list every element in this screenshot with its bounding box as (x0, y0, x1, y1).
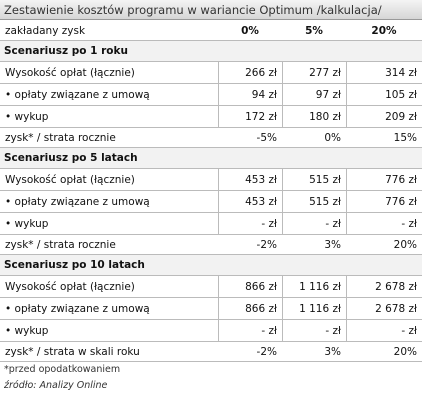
value-cell: 0% (241, 24, 259, 37)
row-label: zysk* / strata rocznie (5, 131, 116, 144)
value-cell: -5% (256, 131, 277, 144)
data-row: • opłaty związane z umową 453 zł 515 zł 776… (0, 191, 422, 213)
value-cell: 15% (393, 131, 417, 144)
data-row: • wykup - zł - zł - zł (0, 213, 422, 235)
value-cell: - zł (218, 213, 282, 234)
value-cell: 866 zł (218, 298, 282, 319)
value-cell: 314 zł (346, 62, 422, 83)
data-row: • wykup - zł - zł - zł (0, 320, 422, 342)
value-cell: 97 zł (282, 84, 346, 105)
value-cell: 776 zł (346, 169, 422, 190)
value-cell: 3% (324, 345, 341, 358)
value-cell: -2% (256, 238, 277, 251)
value-cell: - zł (282, 320, 346, 341)
data-row: zysk* / strata w skali roku -2% 3% 20% (0, 342, 422, 362)
value-cell: 209 zł (346, 106, 422, 127)
value-cell: 20% (371, 24, 397, 37)
value-cell: -2% (256, 345, 277, 358)
value-cell: 453 zł (218, 169, 282, 190)
value-cell: - zł (346, 320, 422, 341)
value-cell: 866 zł (218, 276, 282, 297)
row-label: • opłaty związane z umową (5, 195, 150, 208)
value-cell: 1 116 zł (282, 298, 346, 319)
value-cell: 3% (324, 238, 341, 251)
row-label: zysk* / strata rocznie (5, 238, 116, 251)
row-label: • opłaty związane z umową (5, 88, 150, 101)
value-cell: 277 zł (282, 62, 346, 83)
value-cell: - zł (218, 320, 282, 341)
value-cell: 1 116 zł (282, 276, 346, 297)
data-row: • wykup 172 zł 180 zł 209 zł (0, 106, 422, 128)
value-cell: 515 zł (282, 191, 346, 212)
row-label: zysk* / strata w skali roku (5, 345, 140, 358)
data-row: Wysokość opłat (łącznie) 453 zł 515 zł 776 … (0, 169, 422, 191)
data-row: • opłaty związane z umową 866 zł 1 116 zł 2… (0, 298, 422, 320)
data-row: zysk* / strata rocznie -5% 0% 15% (0, 128, 422, 148)
value-cell: 5% (305, 24, 323, 37)
value-cell: 2 678 zł (346, 298, 422, 319)
value-cell: 776 zł (346, 191, 422, 212)
data-row: Wysokość opłat (łącznie) 266 zł 277 zł 314 … (0, 62, 422, 84)
value-cell: 2 678 zł (346, 276, 422, 297)
row-label: • wykup (5, 324, 49, 337)
footnote: *przed opodatkowaniem (4, 364, 121, 375)
row-label: Wysokość opłat (łącznie) (5, 280, 135, 293)
section-title: Scenariusz po 5 latach (0, 148, 422, 169)
value-cell: 20% (393, 345, 417, 358)
data-row: zysk* / strata rocznie -2% 3% 20% (0, 235, 422, 255)
value-cell: - zł (282, 213, 346, 234)
value-cell: 453 zł (218, 191, 282, 212)
value-cell: 105 zł (346, 84, 422, 105)
value-cell: 266 zł (218, 62, 282, 83)
row-label: Wysokość opłat (łącznie) (5, 173, 135, 186)
data-row: • opłaty związane z umową 94 zł 97 zł 105 z… (0, 84, 422, 106)
value-cell: 515 zł (282, 169, 346, 190)
value-cell: 180 zł (282, 106, 346, 127)
section-title: Scenariusz po 1 roku (0, 41, 422, 62)
row-label: Wysokość opłat (łącznie) (5, 66, 135, 79)
value-cell: 20% (393, 238, 417, 251)
source: źródło: Analizy Online (4, 380, 108, 391)
section-title: Scenariusz po 10 latach (0, 255, 422, 276)
data-row: Wysokość opłat (łącznie) 866 zł 1 116 zł 2 … (0, 276, 422, 298)
row-label: • opłaty związane z umową (5, 302, 150, 315)
value-cell: - zł (346, 213, 422, 234)
title: Zestawienie kosztów programu w wariancie… (0, 0, 422, 20)
row-label: • wykup (5, 217, 49, 230)
value-cell: 94 zł (218, 84, 282, 105)
row-label: • wykup (5, 110, 49, 123)
header-row: zakładany zysk 0% 5% 20% (0, 21, 422, 41)
row-label: zakładany zysk (5, 24, 86, 37)
value-cell: 172 zł (218, 106, 282, 127)
value-cell: 0% (324, 131, 341, 144)
